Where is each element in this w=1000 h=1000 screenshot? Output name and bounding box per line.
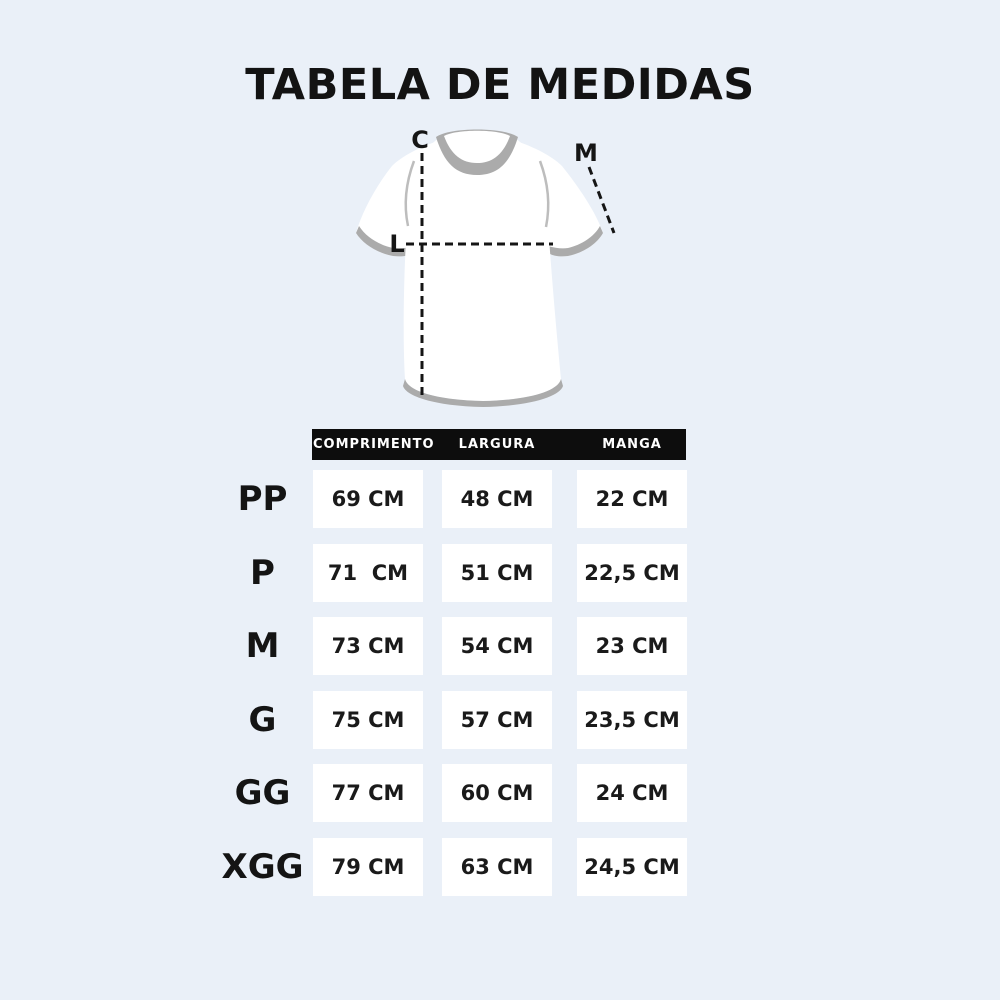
- width-measure-label: L: [389, 230, 404, 258]
- torso-graphic: [403, 133, 561, 401]
- measurement-cell: 24,5 CM: [577, 838, 687, 896]
- table-row: G 75 CM 57 CM 23,5 CM: [215, 691, 687, 749]
- measurement-cell: 54 CM: [442, 617, 552, 675]
- sleeve-measure-line: [587, 166, 616, 234]
- measurement-cell: 57 CM: [442, 691, 552, 749]
- size-label-m: M: [245, 626, 280, 666]
- col-header-comprimento: COMPRIMENTO: [313, 437, 435, 452]
- col-header-largura: LARGURA: [458, 437, 536, 452]
- measurement-cell: 75 CM: [313, 691, 423, 749]
- table-row: P 71 CM 51 CM 22,5 CM: [215, 544, 687, 602]
- collar-inner-graphic: [444, 130, 510, 163]
- measurement-cell: 51 CM: [442, 544, 552, 602]
- right-sleeve-graphic: [516, 141, 603, 257]
- measurement-cell: 23 CM: [577, 617, 687, 675]
- table-row: GG 77 CM 60 CM 24 CM: [215, 764, 687, 822]
- measurement-cell: 73 CM: [313, 617, 423, 675]
- measurement-cell: 60 CM: [442, 764, 552, 822]
- measurement-cell: 22,5 CM: [577, 544, 687, 602]
- table-row: M 73 CM 54 CM 23 CM: [215, 617, 687, 675]
- left-cuff-graphic: [356, 226, 414, 257]
- size-label-g: G: [248, 700, 277, 740]
- sleeve-measure-label: M: [574, 139, 598, 167]
- right-crease-graphic: [538, 160, 550, 228]
- left-crease-graphic: [404, 160, 416, 227]
- measurement-cell: 48 CM: [442, 470, 552, 528]
- page-title: TABELA DE MEDIDAS: [245, 60, 755, 110]
- table-header-bar: COMPRIMENTO LARGURA MANGA: [312, 429, 686, 460]
- measurement-cell: 22 CM: [577, 470, 687, 528]
- col-header-manga: MANGA: [602, 437, 662, 452]
- measurement-cell: 77 CM: [313, 764, 423, 822]
- measurement-cell: 24 CM: [577, 764, 687, 822]
- size-label-p: P: [250, 553, 275, 593]
- size-label-gg: GG: [234, 773, 291, 813]
- length-measure-label: C: [411, 126, 429, 154]
- size-label-pp: PP: [237, 479, 288, 519]
- measurement-cell: 71 CM: [313, 544, 423, 602]
- measurement-cell: 79 CM: [313, 838, 423, 896]
- measurement-cell: 23,5 CM: [577, 691, 687, 749]
- table-row: XGG 79 CM 63 CM 24,5 CM: [215, 838, 687, 896]
- tshirt-diagram: C L M: [356, 126, 616, 407]
- right-cuff-graphic: [548, 226, 603, 257]
- size-label-xgg: XGG: [221, 847, 304, 887]
- measurement-cell: 69 CM: [313, 470, 423, 528]
- table-row: PP 69 CM 48 CM 22 CM: [215, 470, 687, 528]
- size-table: COMPRIMENTO LARGURA MANGA PP 69 CM 48 CM…: [215, 429, 687, 899]
- measurement-cell: 63 CM: [442, 838, 552, 896]
- hem-graphic: [403, 379, 563, 407]
